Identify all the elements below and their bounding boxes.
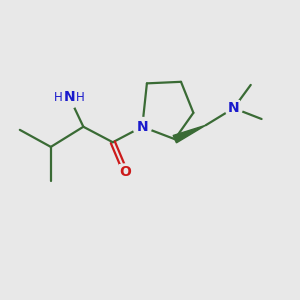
Circle shape: [58, 86, 80, 108]
Polygon shape: [173, 125, 206, 143]
Text: O: O: [119, 165, 131, 179]
Text: N: N: [228, 101, 239, 115]
Text: H: H: [54, 91, 63, 104]
Circle shape: [118, 164, 133, 179]
Text: H: H: [76, 91, 85, 104]
Text: N: N: [64, 90, 75, 104]
Text: N: N: [136, 120, 148, 134]
Circle shape: [133, 118, 152, 136]
Circle shape: [225, 100, 242, 117]
